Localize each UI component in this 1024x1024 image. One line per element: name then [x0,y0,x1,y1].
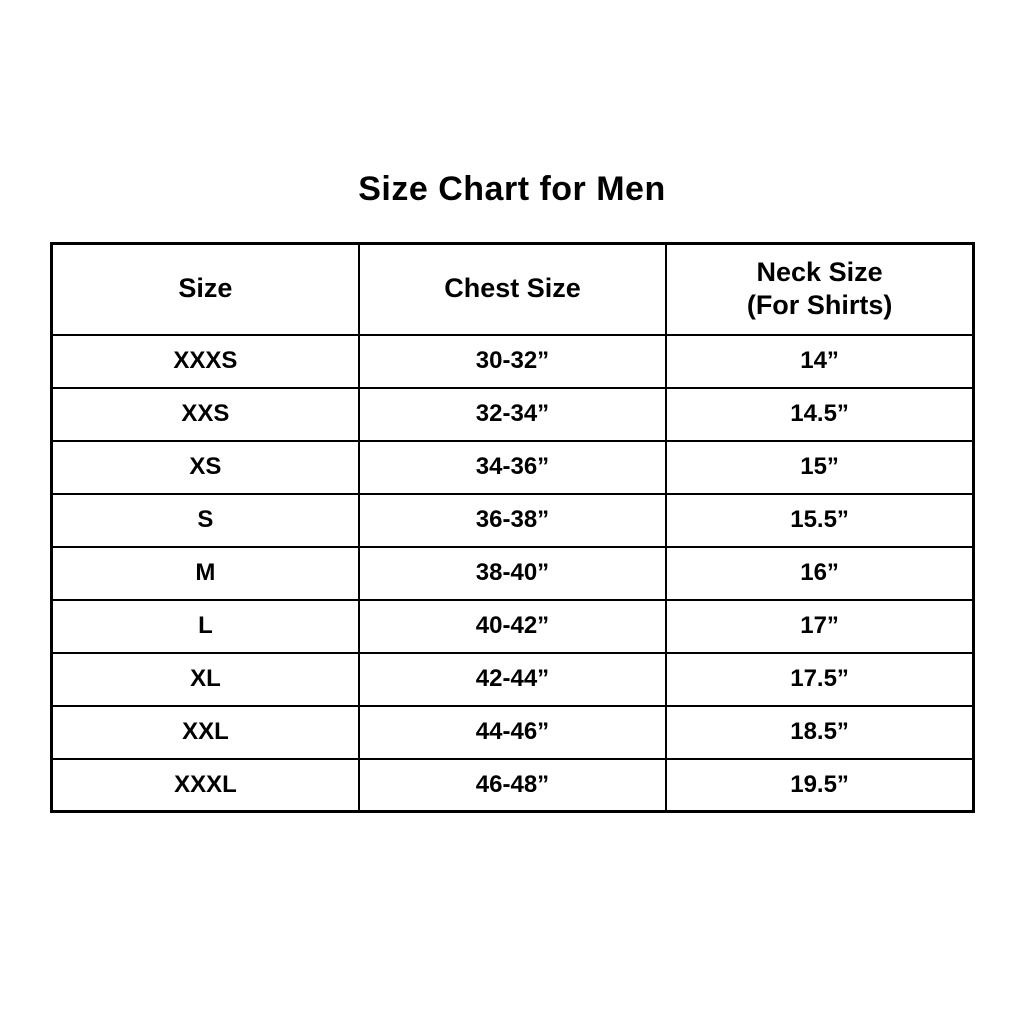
chest-cell: 40-42” [357,598,668,654]
size-chart-table: Size Chest Size Neck Size (For Shirts) X… [50,242,975,813]
table-header-row: Size Chest Size Neck Size (For Shirts) [50,242,975,336]
table-body: XXXS 30-32” 14” XXS 32-34” 14.5” XS 34-3… [50,333,975,813]
column-header-neck-label-line2: (For Shirts) [746,290,893,321]
table-row: XXS 32-34” 14.5” [50,386,975,442]
column-header-chest: Chest Size [357,242,668,336]
chest-cell: 32-34” [357,386,668,442]
table-row: XXL 44-46” 18.5” [50,704,975,760]
size-cell: M [50,545,360,601]
table-row: XXXL 46-48” 19.5” [50,757,975,813]
table-row: S 36-38” 15.5” [50,492,975,548]
neck-cell: 14” [665,333,975,389]
chest-cell: 36-38” [357,492,668,548]
table-row: L 40-42” 17” [50,598,975,654]
column-header-chest-label: Chest Size [444,273,581,304]
column-header-size: Size [50,242,360,336]
table-row: XL 42-44” 17.5” [50,651,975,707]
page-title: Size Chart for Men [358,170,666,208]
chest-cell: 46-48” [357,757,668,813]
size-cell: XXL [50,704,360,760]
column-header-neck-label-line1: Neck Size [756,256,883,287]
chest-cell: 44-46” [357,704,668,760]
chest-cell: 42-44” [357,651,668,707]
neck-cell: 15.5” [665,492,975,548]
size-cell: L [50,598,360,654]
neck-cell: 18.5” [665,704,975,760]
size-cell: XXS [50,386,360,442]
table-row: XXXS 30-32” 14” [50,333,975,389]
size-cell: XXXL [50,757,360,813]
neck-cell: 19.5” [665,757,975,813]
size-cell: XL [50,651,360,707]
table-header: Size Chest Size Neck Size (For Shirts) [50,242,975,336]
column-header-size-label: Size [178,273,233,304]
chest-cell: 30-32” [357,333,668,389]
neck-cell: 16” [665,545,975,601]
size-cell: XS [50,439,360,495]
size-cell: S [50,492,360,548]
table-row: XS 34-36” 15” [50,439,975,495]
size-cell: XXXS [50,333,360,389]
neck-cell: 17.5” [665,651,975,707]
chest-cell: 34-36” [357,439,668,495]
neck-cell: 14.5” [665,386,975,442]
chest-cell: 38-40” [357,545,668,601]
table-row: M 38-40” 16” [50,545,975,601]
column-header-neck: Neck Size (For Shirts) [665,242,975,336]
neck-cell: 17” [665,598,975,654]
neck-cell: 15” [665,439,975,495]
